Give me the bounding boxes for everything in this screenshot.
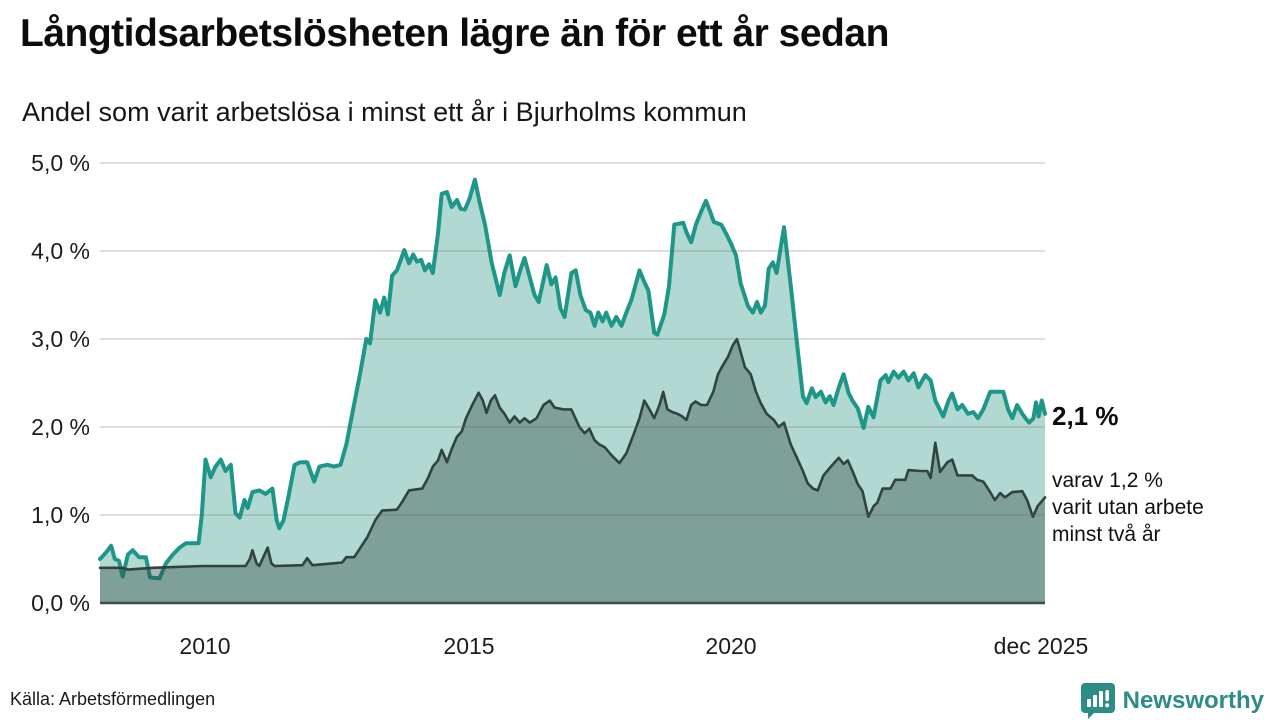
y-tick-0: 0,0 % xyxy=(31,590,90,616)
secondary-note-line1: varav 1,2 % xyxy=(1052,469,1163,492)
latest-value-label: 2,1 % xyxy=(1052,401,1119,431)
secondary-note-line2: varit utan arbete xyxy=(1052,496,1204,519)
brand-logo: Newsworthy xyxy=(1080,682,1264,719)
brand-name: Newsworthy xyxy=(1122,686,1264,714)
y-tick-2: 2,0 % xyxy=(31,414,90,440)
secondary-series-note: varav 1,2 % varit utan arbete minst två … xyxy=(1052,467,1204,548)
y-tick-5: 5,0 % xyxy=(31,150,90,176)
x-tick-dec-2025: dec 2025 xyxy=(993,633,1089,659)
source-credit: Källa: Arbetsförmedlingen xyxy=(10,689,216,709)
y-tick-3: 3,0 % xyxy=(31,326,90,352)
x-tick-2010: 2010 xyxy=(179,633,231,659)
x-tick-2015: 2015 xyxy=(443,633,495,659)
newsworthy-icon xyxy=(1080,683,1115,719)
x-tick-2020: 2020 xyxy=(705,633,757,659)
page-title: Långtidsarbetslösheten lägre än för ett … xyxy=(20,12,889,55)
page-subtitle: Andel som varit arbetslösa i minst ett å… xyxy=(22,97,747,127)
y-tick-1: 1,0 % xyxy=(31,502,90,528)
secondary-note-line3: minst två år xyxy=(1052,523,1161,546)
y-tick-4: 4,0 % xyxy=(31,238,90,264)
